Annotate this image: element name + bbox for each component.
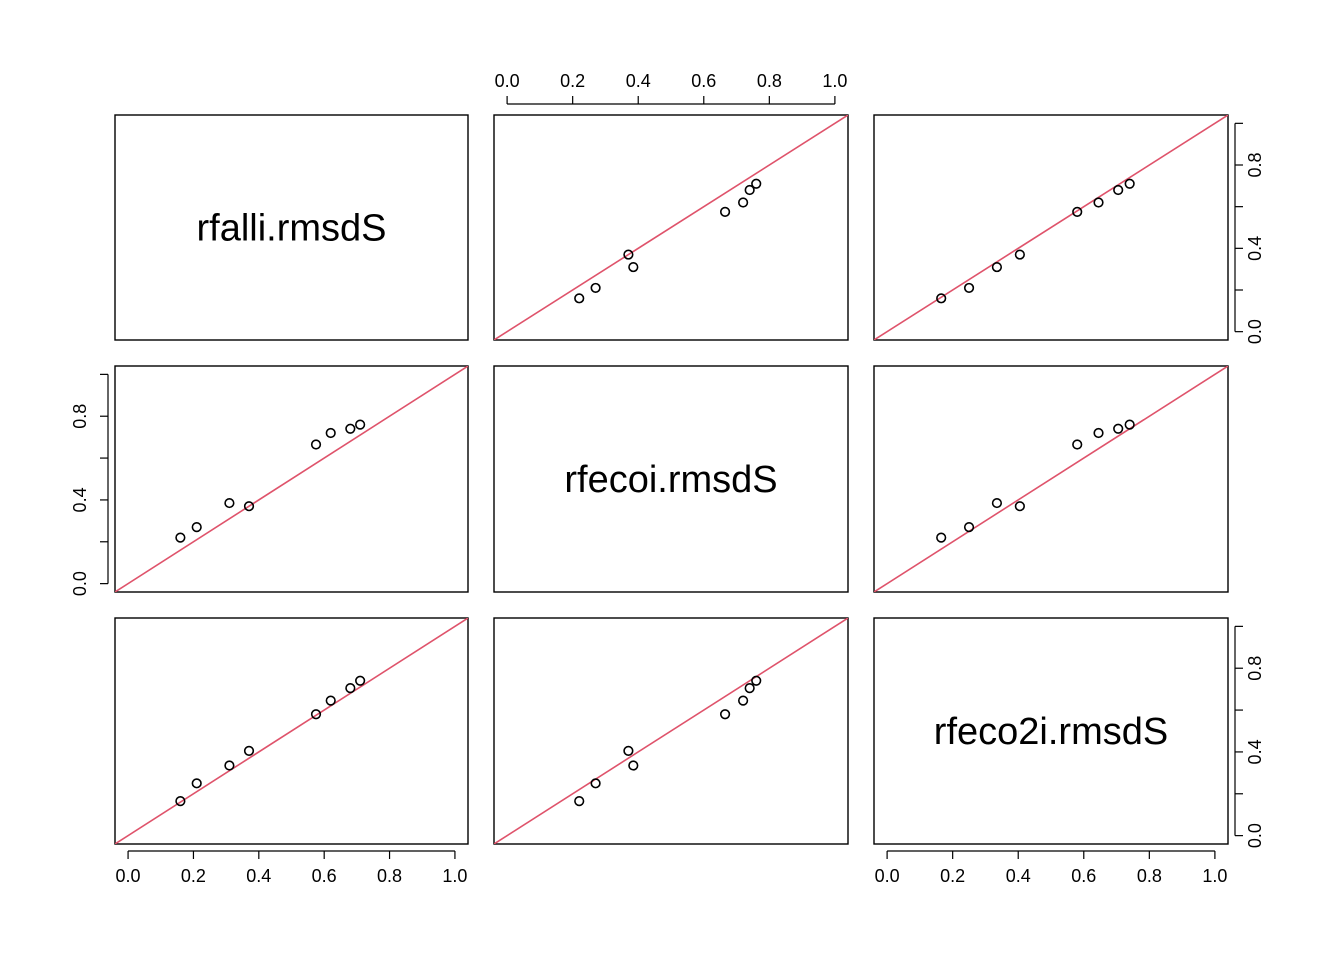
x-tick-label: 0.0 <box>495 71 520 91</box>
x-tick-label: 0.4 <box>1006 866 1031 886</box>
data-point <box>175 532 186 543</box>
data-point <box>991 261 1003 273</box>
panel-frame <box>873 617 1229 845</box>
data-point <box>628 261 639 273</box>
x-tick-label: 1.0 <box>822 71 847 91</box>
data-point <box>345 683 356 694</box>
panel-frame <box>114 365 469 593</box>
data-point <box>738 197 749 208</box>
reference-line <box>494 618 848 844</box>
data-point <box>1113 423 1124 434</box>
data-point <box>744 184 755 196</box>
data-point <box>224 497 235 509</box>
y-tick-label: 0.4 <box>70 487 90 512</box>
data-point <box>574 293 585 304</box>
data-point <box>751 675 762 686</box>
y-tick-label: 0.0 <box>70 571 90 596</box>
data-point <box>1093 197 1104 208</box>
x-tick-label: 0.2 <box>181 866 206 886</box>
data-point <box>623 249 634 260</box>
data-point <box>310 439 322 450</box>
data-point <box>719 206 731 217</box>
data-point <box>1014 249 1025 260</box>
data-point <box>590 282 601 294</box>
data-point <box>963 522 975 533</box>
data-point <box>751 178 762 189</box>
data-point <box>936 532 947 543</box>
y-tick-label: 0.4 <box>1245 739 1265 764</box>
data-point <box>1124 419 1135 430</box>
data-point <box>1072 439 1083 450</box>
panel-frame <box>493 365 849 593</box>
data-point <box>175 796 186 807</box>
y-tick-label: 0.4 <box>1245 236 1265 261</box>
reference-line <box>115 618 468 844</box>
data-point <box>325 695 336 706</box>
panel-frame <box>873 114 1229 341</box>
reference-line <box>115 366 468 592</box>
reference-line <box>874 115 1228 340</box>
x-tick-label: 0.8 <box>757 71 782 91</box>
data-point <box>991 497 1003 509</box>
variable-label: rfalli.rmsdS <box>196 208 386 250</box>
data-point <box>310 709 322 720</box>
data-point <box>1113 184 1124 196</box>
x-tick-label: 0.0 <box>116 866 141 886</box>
x-tick-label: 0.2 <box>560 71 585 91</box>
x-tick-label: 0.6 <box>691 71 716 91</box>
data-point <box>345 423 356 434</box>
data-point <box>936 293 947 304</box>
x-tick-label: 0.2 <box>940 866 965 886</box>
data-point <box>355 419 366 430</box>
panel-frame <box>493 617 849 845</box>
x-tick-label: 0.4 <box>626 71 651 91</box>
variable-label: rfeco2i.rmsdS <box>934 711 1168 753</box>
panel-frame <box>493 114 849 341</box>
x-tick-label: 0.8 <box>377 866 402 886</box>
x-tick-label: 1.0 <box>1202 866 1227 886</box>
data-point <box>1093 427 1104 439</box>
reference-line <box>874 366 1228 592</box>
data-point <box>191 778 202 789</box>
x-tick-label: 1.0 <box>442 866 467 886</box>
y-tick-label: 0.8 <box>1245 152 1265 177</box>
panel-frame <box>114 617 469 845</box>
x-tick-label: 0.6 <box>312 866 337 886</box>
data-point <box>1014 501 1025 512</box>
data-point <box>191 522 202 533</box>
data-point <box>963 282 975 294</box>
x-tick-label: 0.8 <box>1137 866 1162 886</box>
x-tick-label: 0.0 <box>875 866 900 886</box>
y-tick-label: 0.8 <box>70 404 90 429</box>
y-tick-label: 0.0 <box>1245 319 1265 344</box>
data-point <box>355 675 366 686</box>
x-tick-label: 0.4 <box>246 866 271 886</box>
data-point <box>628 760 639 771</box>
y-tick-label: 0.8 <box>1245 656 1265 681</box>
panel-frame <box>873 365 1229 593</box>
data-point <box>1072 206 1083 217</box>
data-point <box>224 760 235 771</box>
y-tick-label: 0.0 <box>1245 823 1265 848</box>
data-point <box>325 427 336 439</box>
data-point <box>738 695 749 706</box>
variable-label: rfecoi.rmsdS <box>564 459 777 501</box>
panel-frame <box>114 114 469 341</box>
data-point <box>1124 178 1135 189</box>
reference-line <box>494 115 848 340</box>
data-point <box>243 745 255 756</box>
data-point <box>744 683 755 694</box>
data-point <box>574 796 585 807</box>
data-point <box>719 709 731 720</box>
x-tick-label: 0.6 <box>1071 866 1096 886</box>
data-point <box>243 501 255 512</box>
data-point <box>623 745 634 756</box>
data-point <box>590 778 601 789</box>
